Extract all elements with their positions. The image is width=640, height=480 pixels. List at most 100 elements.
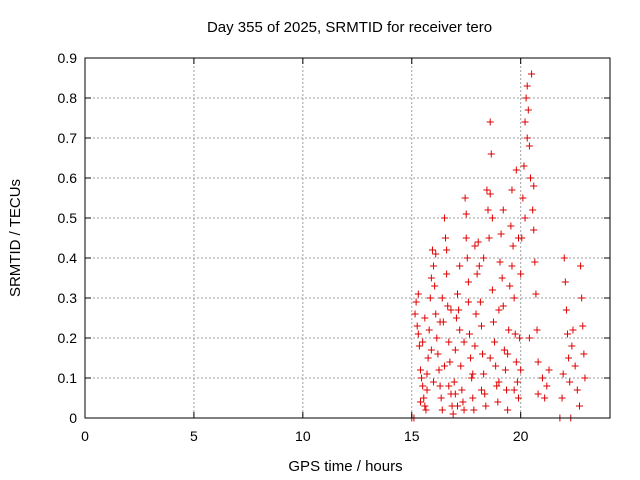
- data-point: [486, 190, 494, 198]
- data-point: [534, 390, 542, 398]
- data-point: [422, 406, 430, 414]
- data-point: [523, 134, 531, 142]
- data-point: [440, 362, 448, 370]
- data-point: [503, 386, 511, 394]
- data-point: [450, 378, 458, 386]
- data-point: [568, 342, 576, 350]
- data-point: [444, 302, 452, 310]
- data-point: [573, 386, 581, 394]
- data-point: [412, 298, 420, 306]
- data-point: [512, 166, 520, 174]
- data-point: [525, 334, 533, 342]
- data-point: [483, 186, 491, 194]
- data-point: [533, 326, 541, 334]
- data-point: [516, 334, 524, 342]
- data-point: [522, 94, 530, 102]
- data-point: [427, 346, 435, 354]
- data-point: [476, 298, 484, 306]
- data-point: [561, 278, 569, 286]
- data-point: [530, 182, 538, 190]
- data-point: [415, 342, 423, 350]
- data-point: [580, 350, 588, 358]
- data-point: [559, 370, 567, 378]
- data-point: [470, 406, 478, 414]
- data-point: [520, 162, 528, 170]
- x-tick-label: 5: [190, 428, 198, 444]
- y-tick-label: 0.2: [58, 330, 78, 346]
- data-point: [421, 314, 429, 322]
- data-point: [487, 150, 495, 158]
- data-point: [455, 306, 463, 314]
- data-point: [413, 322, 421, 330]
- data-point: [458, 386, 466, 394]
- data-point: [521, 214, 529, 222]
- data-point: [508, 262, 516, 270]
- data-point: [462, 210, 470, 218]
- data-point: [438, 294, 446, 302]
- data-point: [497, 230, 505, 238]
- data-point: [425, 326, 433, 334]
- data-point: [459, 398, 467, 406]
- data-point: [507, 222, 515, 230]
- data-point: [569, 326, 577, 334]
- data-point: [562, 306, 570, 314]
- axis-ticks: 0 0.1 0.2 0.3 0.4 0.5 0.6 0.7 0.8 0.9 0 5 10 15 20: [58, 50, 610, 444]
- y-tick-label: 0: [69, 410, 77, 426]
- data-point: [420, 394, 428, 402]
- data-point: [566, 378, 574, 386]
- x-axis-label: GPS time / hours: [288, 458, 402, 475]
- data-point: [480, 254, 488, 262]
- data-point: [474, 238, 482, 246]
- data-point: [430, 378, 438, 386]
- data-point: [581, 374, 589, 382]
- data-point: [571, 362, 579, 370]
- y-tick-label: 0.8: [58, 90, 78, 106]
- chart-title: Day 355 of 2025, SRMTID for receiver ter…: [207, 19, 492, 36]
- data-point: [484, 206, 492, 214]
- data-point: [499, 302, 507, 310]
- data-point: [531, 258, 539, 266]
- data-point: [477, 386, 485, 394]
- data-point: [436, 318, 444, 326]
- data-point: [443, 246, 451, 254]
- data-point: [452, 314, 460, 322]
- data-point: [511, 330, 519, 338]
- data-point: [486, 118, 494, 126]
- data-point: [432, 310, 440, 318]
- data-point: [436, 382, 444, 390]
- data-point: [445, 338, 453, 346]
- data-point: [433, 334, 441, 342]
- x-tick-label: 20: [513, 428, 529, 444]
- data-point: [528, 70, 536, 78]
- data-point: [492, 362, 500, 370]
- data-point: [465, 330, 473, 338]
- y-tick-label: 0.9: [58, 50, 78, 66]
- data-point: [481, 390, 489, 398]
- data-point: [438, 406, 446, 414]
- data-point: [435, 366, 443, 374]
- data-point: [426, 294, 434, 302]
- data-point: [473, 270, 481, 278]
- data-point: [423, 386, 431, 394]
- y-tick-label: 0.7: [58, 130, 78, 146]
- data-point: [414, 330, 422, 338]
- data-point: [577, 262, 585, 270]
- data-point: [504, 406, 512, 414]
- data-point: [541, 394, 549, 402]
- data-point: [491, 338, 499, 346]
- y-tick-label: 0.5: [58, 210, 78, 226]
- data-point: [560, 254, 568, 262]
- data-point: [414, 290, 422, 298]
- data-point: [419, 338, 427, 346]
- data-point: [464, 298, 472, 306]
- data-point: [576, 402, 584, 410]
- data-points: [408, 70, 589, 422]
- data-point: [517, 270, 525, 278]
- data-point: [510, 294, 518, 302]
- data-point: [526, 174, 534, 182]
- data-point: [461, 194, 469, 202]
- data-point: [496, 258, 504, 266]
- data-point: [419, 382, 427, 390]
- data-point: [451, 390, 459, 398]
- data-point: [475, 262, 483, 270]
